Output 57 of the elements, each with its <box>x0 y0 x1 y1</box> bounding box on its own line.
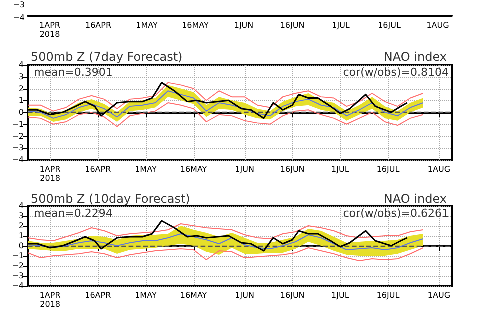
text: 16MAY <box>182 21 210 30</box>
text: 1JUL <box>332 21 350 30</box>
text: 16APR <box>85 21 112 30</box>
x-tick-label: 16JUN <box>280 291 305 300</box>
y-tick-label: −2 <box>12 132 24 141</box>
x-tick-label: 1JUN <box>235 291 254 300</box>
x-tick-label: 16MAY <box>180 291 208 300</box>
y-tick-label: −1 <box>12 120 24 129</box>
x-tick-label: 16JUL <box>376 291 400 300</box>
y-tick-label: 2 <box>18 84 24 94</box>
text: 1APR 2018 <box>40 21 61 39</box>
annotation: mean=0.3901 <box>34 66 113 79</box>
text: 1JUN <box>234 21 254 30</box>
chart-subtitle: NAO index <box>384 50 448 64</box>
y-tick-label: −3 <box>12 272 24 280</box>
x-tick-label: 16APR <box>85 291 112 300</box>
x-tick-label: 1JUL <box>332 291 350 300</box>
line-series <box>28 90 424 119</box>
y-tick-label: −4 <box>12 156 24 164</box>
annotation: mean=0.2294 <box>34 207 113 220</box>
line-series <box>28 234 424 250</box>
x-tick-label: 1MAY <box>135 165 157 174</box>
y-tick-label: −2 <box>12 262 24 270</box>
line-series <box>28 224 424 242</box>
y-tick-label: 1 <box>18 232 24 240</box>
annotation: cor(w/obs)=0.8104 <box>343 66 450 79</box>
y-tick-label: −4 <box>12 282 24 290</box>
line-series <box>28 102 424 128</box>
annotation: cor(w/obs)=0.6261 <box>343 207 450 220</box>
x-tick-label: 16JUN <box>280 165 305 174</box>
y-tick-label: −3 <box>12 144 24 153</box>
text: 1MAY <box>136 21 158 30</box>
x-tick-label: 16APR <box>85 165 112 174</box>
y-tick-label: 2 <box>18 222 24 230</box>
x-tick-label: 1JUN <box>235 165 254 174</box>
y-tick-label: −1 <box>12 252 24 260</box>
x-tick-label: 16JUL <box>376 165 400 174</box>
chart-title: 500mb Z (10day Forecast) <box>31 192 190 206</box>
chart-subtitle: NAO index <box>384 192 448 206</box>
y-tick-label: 3 <box>18 212 24 220</box>
y-tick-label: 4 <box>18 202 24 210</box>
x-tick-label: 1APR 2018 <box>40 165 62 183</box>
x-tick-label: 1AUG <box>428 165 451 174</box>
line-series <box>28 82 424 112</box>
x-tick-label: 1APR 2018 <box>40 291 62 309</box>
text: 16JUN <box>280 21 305 30</box>
x-tick-label: 16MAY <box>180 165 208 174</box>
chart-title: 500mb Z (7day Forecast) <box>31 50 183 64</box>
x-tick-label: 1AUG <box>428 291 451 300</box>
y-tick-label: 3 <box>18 72 24 82</box>
text: 16JUL <box>378 21 402 30</box>
line-series <box>28 248 424 262</box>
y-tick-label: 4 <box>18 60 24 70</box>
y-tick-label: 1 <box>18 96 24 106</box>
x-tick-label: 1MAY <box>135 291 157 300</box>
text: 1AUG <box>426 21 450 30</box>
x-tick-label: 1JUL <box>332 165 350 174</box>
